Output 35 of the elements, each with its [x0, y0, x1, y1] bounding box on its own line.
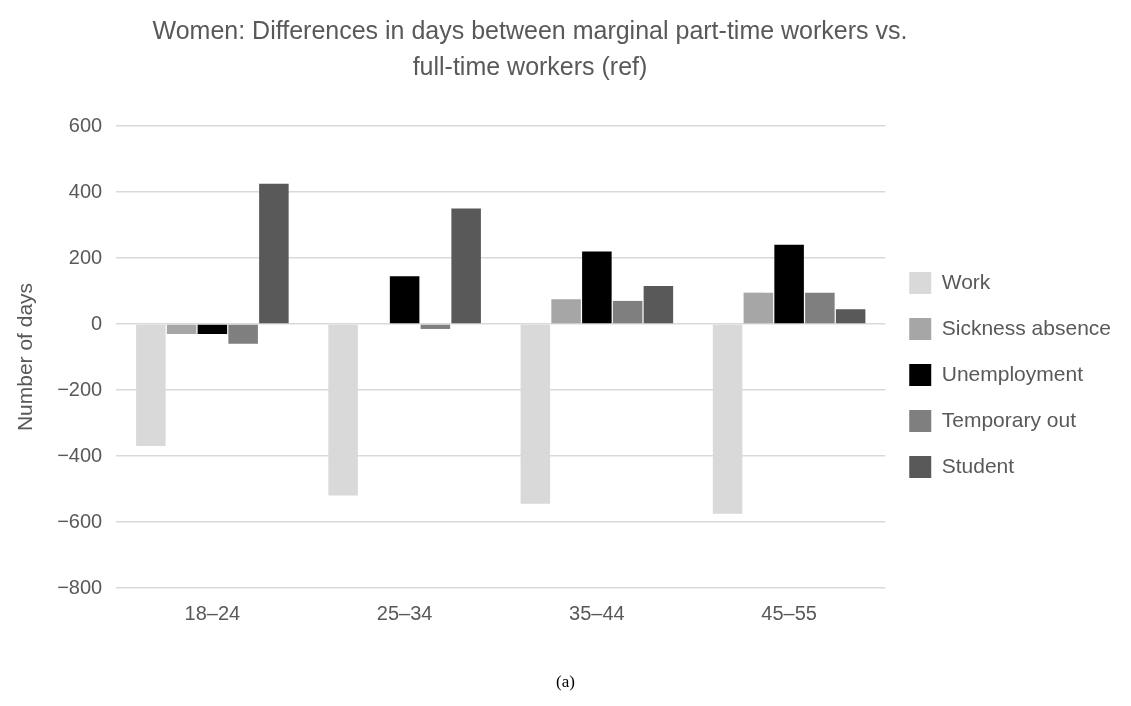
bar — [805, 292, 835, 324]
x-tick-label: 25–34 — [376, 601, 433, 624]
text: (a) — [555, 672, 576, 692]
legend-label: Work — [941, 269, 991, 293]
chart-title: Women: Differences in days between marginal part-time workers vs. full-time workers (ref) — [151, 15, 909, 82]
legend-label: Unemployment — [941, 361, 1084, 385]
y-tick-label: 200 — [68, 245, 103, 268]
bar — [835, 309, 866, 324]
bar — [612, 300, 643, 324]
bar — [451, 208, 481, 324]
y-tick-label: −600 — [57, 509, 103, 532]
bar — [197, 324, 228, 334]
legend-label: Student — [941, 453, 1015, 477]
y-tick-label: −800 — [57, 575, 103, 598]
x-tick-label: 35–44 — [569, 601, 625, 624]
x-tick-label: 18–24 — [184, 601, 241, 624]
legend-label: Temporary out — [941, 407, 1077, 431]
y-tick-label: −200 — [57, 377, 103, 400]
bar — [259, 183, 289, 324]
y-axis-title: Number of days — [13, 282, 37, 432]
bar — [774, 244, 804, 324]
bar — [551, 299, 581, 324]
bar — [228, 324, 258, 344]
bar — [582, 251, 612, 324]
y-tick-label: 600 — [68, 113, 103, 136]
bar — [389, 276, 420, 324]
y-tick-label: 0 — [91, 311, 103, 334]
x-tick-label: 45–55 — [761, 601, 817, 624]
y-tick-label: 400 — [68, 179, 103, 202]
bar — [643, 286, 674, 324]
y-tick-label: −400 — [57, 443, 103, 466]
bar — [743, 292, 774, 324]
legend-label: Sickness absence — [941, 315, 1111, 339]
bar — [166, 324, 197, 334]
bar — [420, 324, 451, 329]
